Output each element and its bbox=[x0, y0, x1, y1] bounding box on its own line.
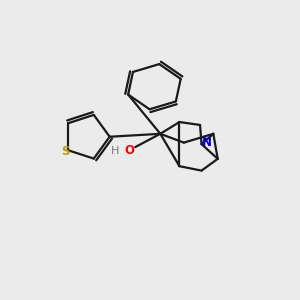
Text: H: H bbox=[110, 146, 119, 157]
Text: O: O bbox=[124, 144, 134, 158]
Text: S: S bbox=[61, 145, 69, 158]
Text: N: N bbox=[202, 136, 212, 149]
